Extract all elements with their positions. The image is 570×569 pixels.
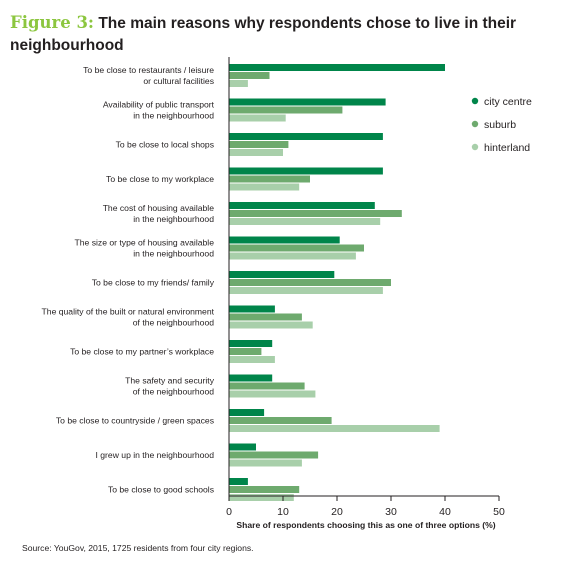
bar-suburb xyxy=(229,382,305,390)
bar-hinterland xyxy=(229,183,300,191)
bar-hinterland xyxy=(229,459,302,467)
bar-suburb xyxy=(229,451,319,459)
category-label: of the neighbourhood xyxy=(133,387,214,397)
category-label: To be close to restaurants / leisure xyxy=(83,65,214,75)
bar-suburb xyxy=(229,279,391,286)
bar-city-centre xyxy=(229,374,273,382)
bar-city-centre xyxy=(229,236,340,244)
bar-suburb xyxy=(229,210,402,217)
bar-city-centre xyxy=(229,271,335,278)
bar-suburb xyxy=(229,72,270,79)
bar-hinterland xyxy=(229,80,248,87)
x-axis-label: Share of respondents choosing this as on… xyxy=(236,520,495,530)
category-label: or cultural facilities xyxy=(143,76,214,86)
bar-suburb xyxy=(229,348,262,355)
x-tick-label: 10 xyxy=(277,506,289,518)
category-label: in the neighbourhood xyxy=(133,214,214,224)
figure-title-text: The main reasons why respondents chose t… xyxy=(10,15,517,54)
x-tick-label: 30 xyxy=(385,506,397,518)
legend-marker xyxy=(471,120,479,128)
bar-hinterland xyxy=(229,494,294,501)
x-tick-label: 50 xyxy=(493,506,505,518)
bar-suburb xyxy=(229,106,343,114)
bar-hinterland xyxy=(229,321,313,329)
chart-title: Figure 3: The main reasons why responden… xyxy=(10,12,550,57)
bar-suburb xyxy=(229,417,332,424)
bar-city-centre xyxy=(229,98,386,106)
bar-hinterland xyxy=(229,252,356,260)
category-label: The cost of housing available xyxy=(103,203,215,213)
bar-city-centre xyxy=(229,133,383,140)
bar-city-centre xyxy=(229,340,273,347)
bar-hinterland xyxy=(229,218,381,225)
category-label: To be close to my partner’s workplace xyxy=(70,347,214,357)
category-label: The size or type of housing available xyxy=(75,238,215,248)
bar-suburb xyxy=(229,244,364,252)
bar-city-centre xyxy=(229,443,256,451)
category-label: of the neighbourhood xyxy=(133,318,214,328)
bar-city-centre xyxy=(229,64,445,71)
category-label: To be close to countryside / green space… xyxy=(56,416,214,426)
category-label: in the neighbourhood xyxy=(133,249,214,259)
bar-city-centre xyxy=(229,478,248,485)
legend-marker xyxy=(471,143,479,151)
legend-marker xyxy=(471,97,479,105)
bar-city-centre xyxy=(229,409,265,416)
category-label: To be close to good schools xyxy=(108,485,214,495)
category-label: I grew up in the neighbourhood xyxy=(96,450,215,460)
bar-city-centre xyxy=(229,167,383,175)
bar-hinterland xyxy=(229,356,275,363)
figure-label: Figure 3: xyxy=(10,13,95,32)
bar-suburb xyxy=(229,141,289,148)
bars xyxy=(229,64,445,501)
bar-city-centre xyxy=(229,202,375,209)
category-label: To be close to my friends/ family xyxy=(92,278,215,288)
bar-suburb xyxy=(229,175,310,183)
x-axis: 0 10 20 30 40 50 Share of respondents choosing… xyxy=(226,57,505,530)
legend: city centre suburb hinterland xyxy=(471,96,532,154)
bar-hinterland xyxy=(229,114,286,122)
bar-hinterland xyxy=(229,287,383,294)
category-label: To be close to local shops xyxy=(116,140,214,150)
legend-label: hinterland xyxy=(484,142,530,154)
category-label: Availability of public transport xyxy=(103,100,215,110)
category-label: The safety and security xyxy=(125,376,215,386)
bar-hinterland xyxy=(229,425,440,432)
legend-label: suburb xyxy=(484,119,516,131)
bar-hinterland xyxy=(229,390,316,398)
x-tick-label: 0 xyxy=(226,506,232,518)
category-label: To be close to my workplace xyxy=(106,174,214,184)
category-label: in the neighbourhood xyxy=(133,111,214,121)
x-tick-label: 40 xyxy=(439,506,451,518)
source-note: Source: YouGov, 2015, 1725 residents fro… xyxy=(22,543,254,553)
bar-suburb xyxy=(229,486,300,493)
bar-suburb xyxy=(229,313,302,321)
legend-label: city centre xyxy=(484,96,532,108)
x-tick-label: 20 xyxy=(331,506,343,518)
category-label: The quality of the built or natural envi… xyxy=(42,307,215,317)
bar-city-centre xyxy=(229,305,275,313)
bar-hinterland xyxy=(229,149,283,156)
